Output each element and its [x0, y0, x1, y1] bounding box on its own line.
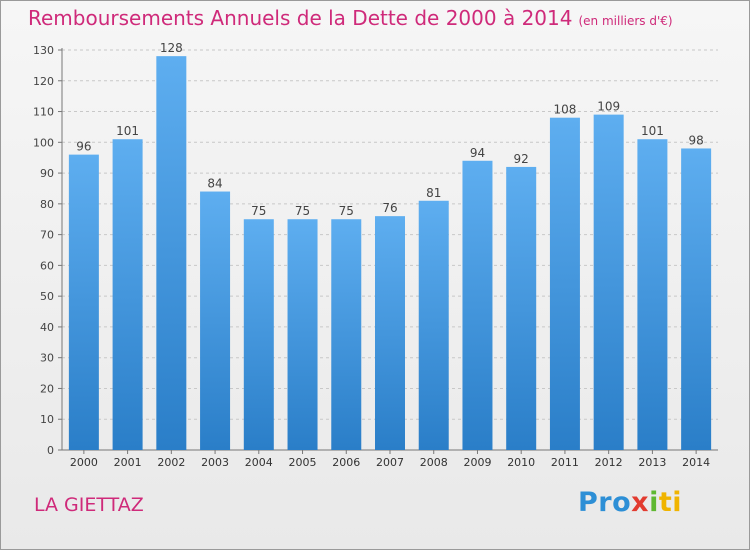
- y-tick-label: 50: [40, 290, 54, 303]
- data-label: 128: [160, 41, 183, 55]
- y-tick-label: 100: [33, 136, 54, 149]
- bar-2012: [593, 114, 624, 450]
- bar-2009: [462, 160, 493, 450]
- y-tick-label: 0: [47, 444, 54, 457]
- bar-2014: [681, 148, 712, 450]
- town-name: LA GIETTAZ: [34, 494, 144, 516]
- x-tick-label: 2012: [595, 456, 623, 469]
- data-label: 84: [207, 177, 222, 191]
- bar-2002: [156, 56, 187, 451]
- data-label: 98: [688, 133, 703, 147]
- y-tick-label: 30: [40, 352, 54, 365]
- data-label: 108: [553, 103, 576, 117]
- x-tick-label: 2004: [245, 456, 273, 469]
- x-tick-label: 2005: [289, 456, 317, 469]
- bar-2004: [243, 219, 274, 450]
- chart-title: Remboursements Annuels de la Dette de 20…: [28, 6, 673, 30]
- logo-part-1: Pro: [578, 487, 632, 518]
- bar-2006: [331, 219, 362, 450]
- bar-2011: [549, 117, 580, 450]
- bar-2001: [112, 139, 143, 450]
- y-tick-label: 20: [40, 382, 54, 395]
- data-label: 75: [339, 204, 354, 218]
- bars: [68, 56, 712, 451]
- x-tick-label: 2014: [682, 456, 710, 469]
- x-tick-label: 2008: [420, 456, 448, 469]
- bar-2007: [375, 216, 405, 450]
- bar-2000: [68, 154, 99, 450]
- x-tick-label: 2003: [201, 456, 229, 469]
- bar-2013: [637, 139, 668, 450]
- y-tick-label: 110: [33, 106, 54, 119]
- bar-2008: [418, 200, 449, 450]
- y-tick-label: 80: [40, 198, 54, 211]
- logo-part-4: ti: [658, 487, 683, 518]
- y-tick-label: 90: [40, 167, 54, 180]
- x-tick-label: 2007: [376, 456, 404, 469]
- x-tick-label: 2001: [114, 456, 142, 469]
- x-tick-label: 2002: [157, 456, 185, 469]
- logo-part-2: x: [631, 487, 650, 518]
- data-label: 96: [76, 140, 91, 154]
- y-tick-label: 70: [40, 229, 54, 242]
- data-label: 76: [382, 201, 397, 215]
- proxiti-logo[interactable]: Proxiti: [578, 487, 682, 518]
- x-tick-label: 2013: [638, 456, 666, 469]
- chart-title-text: Remboursements Annuels de la Dette de 20…: [28, 6, 573, 30]
- data-label: 92: [514, 152, 529, 166]
- x-tick-label: 2009: [463, 456, 491, 469]
- y-tick-label: 40: [40, 321, 54, 334]
- x-tick-label: 2006: [332, 456, 360, 469]
- logo-part-3: i: [649, 487, 659, 518]
- data-label: 94: [470, 146, 485, 160]
- y-tick-label: 60: [40, 259, 54, 272]
- data-label: 109: [597, 100, 620, 114]
- bar-2003: [200, 191, 231, 451]
- data-labels: 96 101 128 84 75 75 75 76 81 94 92 108 109 101 98: [76, 41, 704, 218]
- axes: 0 10 20 30 40 50 60 70 80 90 100 110 120 130 2000 2001 2…: [33, 44, 718, 469]
- x-tick-label: 2000: [70, 456, 98, 469]
- data-label: 75: [251, 204, 266, 218]
- data-label: 81: [426, 186, 441, 200]
- bar-2005: [287, 219, 318, 450]
- data-label: 101: [641, 124, 664, 138]
- x-tick-label: 2010: [507, 456, 535, 469]
- bar-2010: [506, 166, 537, 450]
- y-tick-label: 120: [33, 75, 54, 88]
- chart-unit-label: (en milliers d'€): [578, 14, 673, 28]
- x-tick-label: 2011: [551, 456, 579, 469]
- data-label: 101: [116, 124, 139, 138]
- data-label: 75: [295, 204, 310, 218]
- y-tick-label: 130: [33, 44, 54, 57]
- y-tick-label: 10: [40, 413, 54, 426]
